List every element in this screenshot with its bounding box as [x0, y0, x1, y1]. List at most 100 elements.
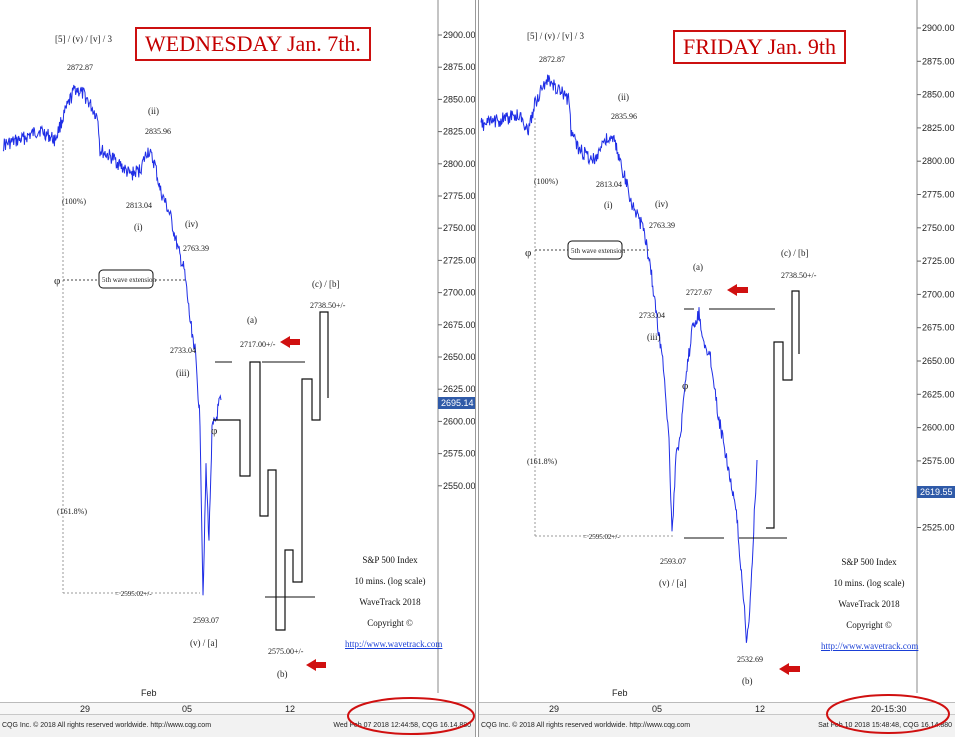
info-line: WaveTrack 2018: [359, 597, 421, 607]
y-tick-label: 2575.00: [922, 456, 955, 466]
info-line: Copyright ©: [367, 618, 413, 628]
fib-label: (161.8%): [527, 457, 557, 466]
price-label: 2835.96: [611, 112, 637, 121]
footer-bar: CQG Inc. © 2018 All rights reserved worl…: [0, 714, 475, 737]
y-tick-label: 2675.00: [922, 323, 955, 333]
y-tick-label: 2675.00: [443, 320, 475, 330]
clock-readout: 20-15:30: [871, 704, 907, 714]
chart-panel-friday: 2900.00 2875.00 2850.00 2825.00 2800.00 2775.…: [478, 0, 955, 737]
price-label: 2532.69: [737, 655, 763, 664]
callout-box: [567, 240, 623, 260]
price-label: 2872.87: [67, 63, 93, 72]
red-arrow-icon: [779, 663, 800, 675]
y-tick-label: 2725.00: [443, 255, 475, 265]
wavetrack-link[interactable]: http://www.wavetrack.com: [821, 641, 919, 651]
y-tick-label: 2575.00: [443, 449, 475, 459]
info-line: 10 mins. (log scale): [833, 578, 905, 588]
wave-label: (a): [247, 315, 257, 325]
last-price-tag: 2695.14: [438, 397, 475, 409]
headline-box: WEDNESDAY Jan. 7th.: [135, 27, 371, 61]
wave-label: (i): [604, 200, 613, 210]
phi-marker: φ: [211, 425, 217, 437]
callout-box: [98, 269, 154, 289]
y-tick-label: 2850.00: [443, 94, 475, 104]
price-line: [2, 84, 222, 596]
fib-label: (161.8%): [57, 507, 87, 516]
fib-label: = 2595.02+/-: [115, 590, 152, 598]
footer-copyright: CQG Inc. © 2018 All rights reserved worl…: [481, 722, 691, 729]
callout-text: 5th wave extension: [571, 247, 626, 255]
time-axis: 29 05 12: [0, 702, 475, 715]
fib-label: = 2595.02+/-: [583, 533, 620, 541]
price-label: 2593.07: [660, 557, 686, 566]
info-line: Copyright ©: [846, 620, 892, 630]
price-label: 2738.50+/-: [310, 301, 346, 310]
red-arrow-icon: [306, 659, 326, 671]
wave-label: (b): [742, 676, 753, 686]
y-tick-label: 2900.00: [922, 23, 955, 33]
price-label: 2727.67: [686, 288, 712, 297]
price-label: 2763.39: [183, 244, 209, 253]
wave-label: (c) / [b]: [781, 248, 808, 258]
x-tick-label: 12: [285, 704, 296, 714]
price-label: 2835.96: [145, 127, 171, 136]
highlight-ellipse: [347, 697, 475, 735]
footer-timestamp: Wed Feb 07 2018 12:44:58, CQG 16.14.880: [333, 722, 471, 729]
time-axis: 29 05 12 20-15:30: [479, 702, 955, 715]
y-tick-label: 2750.00: [922, 223, 955, 233]
last-price-tag: 2619.55: [917, 486, 955, 498]
wave-label: (ii): [618, 92, 629, 102]
y-tick-label: 2700.00: [443, 288, 475, 298]
price-label: 2593.07: [193, 616, 219, 625]
wave-label: (iii): [176, 368, 190, 378]
chart-info: S&P 500 Index 10 mins. (log scale) WaveT…: [821, 552, 919, 657]
y-tick-label: 2850.00: [922, 90, 955, 100]
wave-label: (iv): [655, 199, 668, 209]
highlight-ellipse: [826, 694, 950, 734]
price-label: 2738.50+/-: [781, 271, 817, 280]
x-month-label: Feb: [141, 688, 157, 698]
wave-label: (a): [693, 262, 703, 272]
footer-timestamp: Sat Feb 10 2018 15:48:48, CQG 16.14.880: [818, 722, 952, 729]
x-tick-label: 05: [652, 704, 663, 714]
projected-path: [766, 290, 800, 529]
chart-panel-wednesday: 2900.00 2875.00 2850.00 2825.00 2800.00 2775.…: [0, 0, 476, 737]
x-tick-label: 29: [80, 704, 91, 714]
y-tick-label: 2650.00: [443, 352, 475, 362]
y-tick-label: 2625.00: [922, 389, 955, 399]
x-tick-label: 12: [755, 704, 766, 714]
info-line: S&P 500 Index: [362, 555, 418, 565]
y-tick-label: 2825.00: [443, 127, 475, 137]
price-label: 2733.04: [170, 346, 196, 355]
price-label: 2872.87: [539, 55, 565, 64]
phi-marker: φ: [682, 380, 688, 392]
phi-marker: φ: [54, 275, 60, 287]
wave-count-label: [5] / (v) / [v] / 3: [55, 34, 112, 44]
price-label: 2575.00+/-: [268, 647, 304, 656]
wave-label: (c) / [b]: [312, 279, 339, 289]
projected-path: [213, 311, 329, 631]
footer-copyright: CQG Inc. © 2018 All rights reserved worl…: [2, 722, 212, 729]
y-tick-label: 2650.00: [922, 356, 955, 366]
price-label: 2717.00+/-: [240, 340, 276, 349]
y-tick-label: 2775.00: [922, 190, 955, 200]
wave-label: (v) / [a]: [659, 578, 686, 588]
wave-label: (b): [277, 669, 288, 679]
wave-label: (iv): [185, 219, 198, 229]
chart-canvas: 2900.00 2875.00 2850.00 2825.00 2800.00 2775.…: [2, 0, 475, 693]
wave-label: (v) / [a]: [190, 638, 217, 648]
callout-text: 5th wave extension: [102, 276, 157, 284]
price-label: 2733.04: [639, 311, 665, 320]
headline-box: FRIDAY Jan. 9th: [673, 30, 847, 64]
wave-label: (iii): [647, 332, 661, 342]
wavetrack-link[interactable]: http://www.wavetrack.com: [345, 639, 443, 649]
info-line: 10 mins. (log scale): [354, 576, 426, 586]
phi-marker: φ: [525, 247, 531, 259]
y-tick-label: 2800.00: [443, 159, 475, 169]
y-tick-label: 2600.00: [922, 423, 955, 433]
y-tick-label: 2775.00: [443, 191, 475, 201]
info-line: S&P 500 Index: [841, 557, 897, 567]
y-tick-label: 2700.00: [922, 289, 955, 299]
x-month-label: Feb: [612, 688, 628, 698]
y-tick-label: 2625.00: [443, 384, 475, 394]
